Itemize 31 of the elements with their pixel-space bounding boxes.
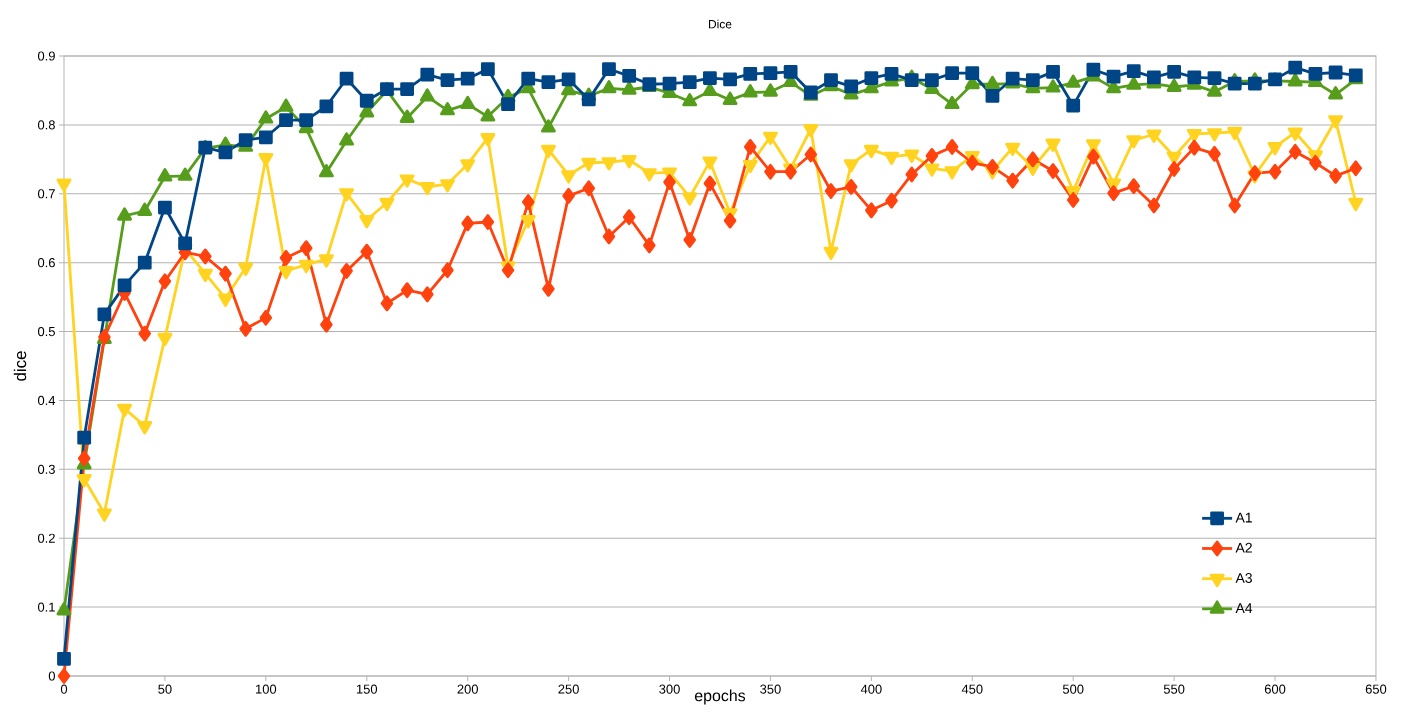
x-tick-label: 250 (558, 684, 579, 694)
x-tick-label: 550 (1163, 684, 1185, 694)
x-tick-label: 200 (457, 684, 478, 694)
y-tick-label: 0.9 (37, 51, 55, 61)
y-tick-label: 0.2 (37, 533, 55, 543)
y-tick-label: 0.3 (37, 464, 55, 474)
y-tick-label: 0.5 (37, 326, 55, 337)
y-tick-label: 0.8 (37, 120, 55, 130)
y-tick-label: 0.4 (37, 395, 56, 406)
x-tick-label: 650 (1365, 684, 1387, 694)
chart-title: Dice (709, 19, 732, 29)
y-tick-label: 0.6 (37, 258, 55, 268)
legend-label: A2 (1235, 542, 1252, 553)
y-tick-label: 0 (48, 671, 55, 681)
y-axis-title: dice (13, 351, 27, 381)
x-tick-label: 350 (760, 684, 781, 694)
legend-label: A1 (1235, 512, 1252, 523)
x-tick-label: 100 (256, 684, 277, 694)
x-tick-label: 400 (860, 684, 882, 694)
x-tick-label: 450 (961, 684, 983, 694)
x-tick-label: 150 (356, 684, 378, 694)
legend-label: A3 (1235, 573, 1252, 583)
x-tick-label: 300 (659, 684, 680, 694)
y-tick-label: 0.7 (37, 189, 55, 199)
y-tick-label: 0.1 (37, 602, 55, 612)
x-tick-label: 50 (158, 684, 172, 694)
x-tick-label: 600 (1264, 684, 1286, 694)
x-axis-title: epochs (694, 689, 746, 705)
x-tick-label: 0 (60, 684, 68, 694)
x-tick-label: 500 (1062, 684, 1084, 694)
legend-label: A4 (1235, 603, 1253, 613)
